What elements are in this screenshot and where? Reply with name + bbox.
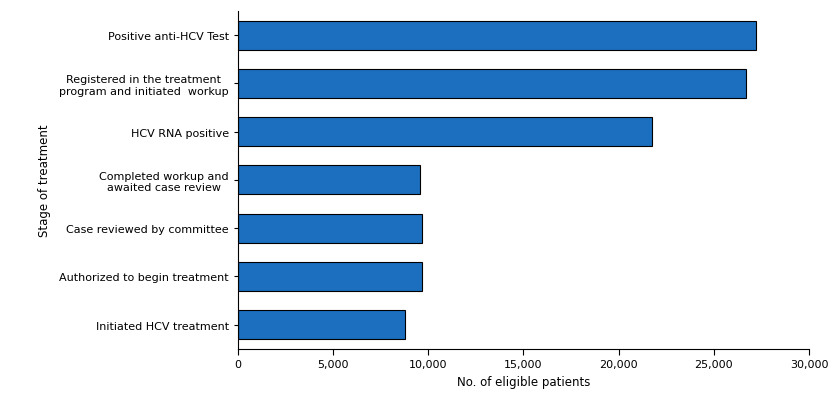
Bar (238, 22, 756, 51)
Bar (238, 310, 404, 339)
Bar (238, 262, 422, 291)
Bar (238, 118, 652, 147)
Bar (238, 70, 746, 99)
Bar (238, 214, 422, 243)
Y-axis label: Stage of treatment: Stage of treatment (38, 124, 51, 237)
X-axis label: No. of eligible patients: No. of eligible patients (457, 375, 590, 388)
Bar (238, 166, 420, 195)
